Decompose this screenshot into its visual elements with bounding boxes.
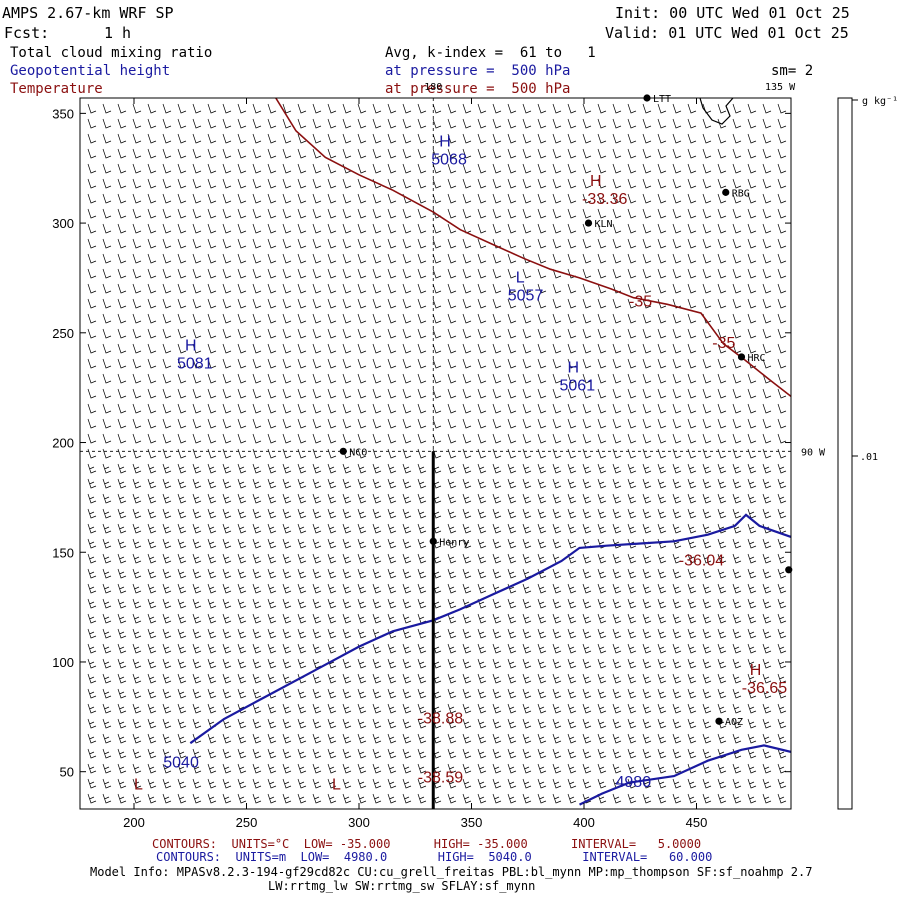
meridian-135w-label: 135 W <box>765 82 796 93</box>
station-label: NCO <box>349 447 367 458</box>
temperature-contour-label: -35 <box>712 335 735 352</box>
y-tick-label: 150 <box>52 545 74 560</box>
extremum-value: -38.59 <box>418 770 463 787</box>
contour-lines: -35 -35 5040 4980 <box>163 98 791 806</box>
height-contour <box>189 513 791 745</box>
graticule-labels: 180 90 W 135 W <box>424 82 826 458</box>
extremum-symbol: H <box>185 337 197 354</box>
station-dot <box>584 219 593 227</box>
station-label: LTT <box>653 94 671 105</box>
cloud-field-desc: Avg, k-index = 61 to 1 <box>385 45 596 61</box>
temperature-contour <box>275 98 791 398</box>
extremum-value: -36.65 <box>742 680 787 697</box>
extremum-value: -36.04 <box>679 552 724 569</box>
station-label: HRC <box>748 353 766 364</box>
y-tick-label: 50 <box>60 765 74 780</box>
height-contour-label: 5040 <box>163 754 199 771</box>
forecast-label: Fcst: <box>4 24 50 42</box>
extremum-symbol: L <box>332 776 341 793</box>
y-tick-label: 250 <box>52 326 74 341</box>
y-tick-label: 200 <box>52 436 74 451</box>
x-tick-label: 300 <box>348 815 370 830</box>
smoothing-label: sm= 2 <box>771 63 814 79</box>
meridian-180-label: 180 <box>424 82 442 93</box>
height-contour-label: 4980 <box>616 774 652 791</box>
x-tick-label: 250 <box>236 815 258 830</box>
station-dot <box>722 188 730 196</box>
valid-time: Valid: 01 UTC Wed 01 Oct 25 <box>605 24 849 42</box>
station-dot <box>737 353 746 361</box>
wind-barb-field <box>87 103 787 809</box>
extremum-value: -38.88 <box>418 710 463 727</box>
height-contour <box>579 744 791 806</box>
temperature-contour-info: CONTOURS: UNITS=°C LOW= -35.000 HIGH= -3… <box>152 837 702 851</box>
y-tick-label: 300 <box>52 216 74 231</box>
cloud-field-label: Total cloud mixing ratio <box>10 45 213 61</box>
coastline <box>699 98 734 125</box>
extremum-symbol: H <box>590 173 602 190</box>
meridian-90w-label: 90 W <box>801 447 826 458</box>
wind-barbs <box>87 103 787 809</box>
graticule-lines <box>80 98 791 809</box>
station-dot <box>715 717 723 725</box>
height-field-label: Geopotential height <box>10 63 171 79</box>
init-time: Init: 00 UTC Wed 01 Oct 25 <box>615 4 850 22</box>
height-contour-info: CONTOURS: UNITS=m LOW= 4980.0 HIGH= 5040… <box>156 850 713 864</box>
colorbar-units: g kg⁻¹ <box>862 96 898 107</box>
colorbar-value: .01 <box>860 452 878 463</box>
x-tick-label: 350 <box>461 815 483 830</box>
station-label: AOZ <box>725 717 743 728</box>
model-info-line-1: Model Info: MPASv8.2.3-194-gf29cd82c CU:… <box>90 865 813 879</box>
station-label: RBG <box>732 188 750 199</box>
extremum-value: 5068 <box>431 151 467 168</box>
extremum-symbol: H <box>750 662 762 679</box>
temp-field-desc: at pressure = 500 hPa <box>385 81 571 97</box>
extremum-value: 5081 <box>177 355 213 372</box>
height-field-desc: at pressure = 500 hPa <box>385 63 571 79</box>
station-dot <box>339 447 347 455</box>
extremum-symbol: L <box>134 776 143 793</box>
extremum-value: -33.36 <box>582 191 627 208</box>
station-markers: RBG KLN HRC NCO Henry AOZ LTT <box>339 94 793 728</box>
x-tick-label: 200 <box>123 815 145 830</box>
x-tick-label: 400 <box>573 815 595 830</box>
model-info-line-2: LW:rrtmg_lw SW:rrtmg_sw SFLAY:sf_mynn <box>268 879 536 893</box>
x-tick-label: 450 <box>686 815 708 830</box>
y-tick-label: 350 <box>52 106 74 121</box>
station-dot <box>429 537 437 545</box>
axes: 200 250 300 350 400 450 50 100 150 200 250 300 350 <box>52 98 791 830</box>
forecast-value: 1 h <box>104 24 132 42</box>
extremum-symbol: L <box>516 269 525 286</box>
model-title: AMPS 2.67-km WRF SP <box>2 4 174 22</box>
station-label: Henry <box>439 537 469 548</box>
colorbar <box>837 97 853 810</box>
extremum-symbol: H <box>568 359 580 376</box>
extremum-symbol: H <box>439 133 451 150</box>
y-tick-label: 100 <box>52 655 74 670</box>
temp-field-label: Temperature <box>10 81 103 97</box>
station-label: KLN <box>595 219 613 230</box>
temperature-contour-label: -35 <box>629 293 652 310</box>
extremum-value: 5061 <box>560 377 596 394</box>
plot-frame <box>79 97 792 810</box>
extremum-value: 5057 <box>508 287 544 304</box>
